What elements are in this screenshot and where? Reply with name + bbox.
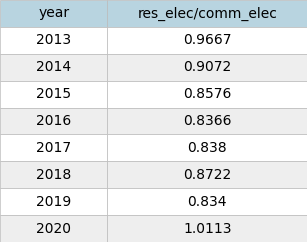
Text: 0.9072: 0.9072 (183, 60, 231, 74)
Text: res_elec/comm_elec: res_elec/comm_elec (137, 6, 277, 21)
Bar (107, 215, 307, 242)
Text: 2020: 2020 (36, 222, 71, 235)
Bar (107, 81, 307, 107)
Bar (107, 54, 307, 81)
Text: 2013: 2013 (36, 33, 71, 47)
Bar (0, 54, 107, 81)
Text: 2015: 2015 (36, 87, 71, 101)
Bar (0, 27, 107, 54)
Bar (0, 107, 107, 135)
Bar (0, 135, 107, 161)
Bar (107, 0, 307, 27)
Text: 0.8722: 0.8722 (183, 168, 231, 182)
Text: year: year (38, 7, 69, 20)
Text: 2019: 2019 (36, 195, 71, 209)
Text: 0.834: 0.834 (188, 195, 227, 209)
Text: 0.9667: 0.9667 (183, 33, 231, 47)
Text: 0.8576: 0.8576 (183, 87, 231, 101)
Bar (107, 107, 307, 135)
Bar (107, 188, 307, 215)
Text: 0.838: 0.838 (187, 141, 227, 155)
Bar (0, 161, 107, 188)
Text: 2017: 2017 (36, 141, 71, 155)
Bar (107, 27, 307, 54)
Bar (0, 188, 107, 215)
Bar (107, 161, 307, 188)
Bar (0, 0, 107, 27)
Text: 0.8366: 0.8366 (183, 114, 231, 128)
Text: 1.0113: 1.0113 (183, 222, 231, 235)
Bar (107, 135, 307, 161)
Text: 2016: 2016 (36, 114, 71, 128)
Bar (0, 81, 107, 107)
Text: 2018: 2018 (36, 168, 71, 182)
Text: 2014: 2014 (36, 60, 71, 74)
Bar (0, 215, 107, 242)
